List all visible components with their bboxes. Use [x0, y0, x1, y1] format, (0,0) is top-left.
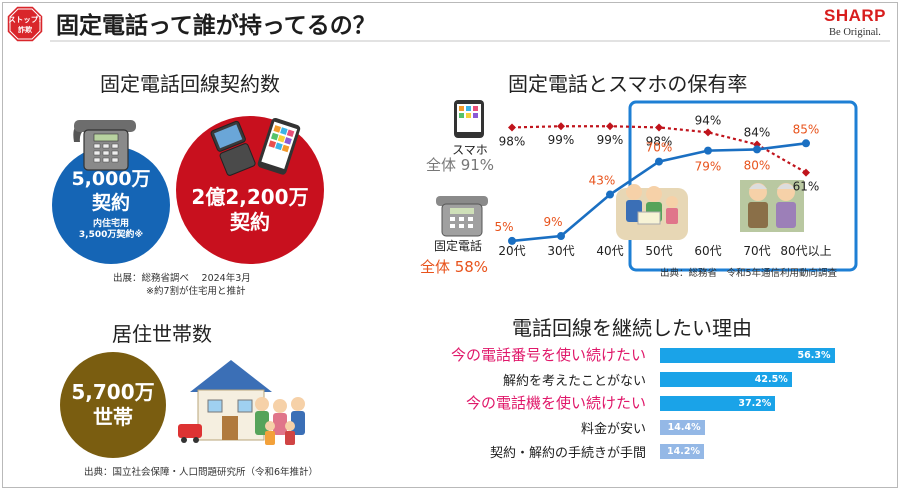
landline-label: 固定電話	[434, 238, 482, 253]
landline-data-label: 5%	[494, 220, 513, 234]
brand-tagline: Be Original.	[829, 27, 881, 38]
home-contracts-sub2: 3,500万契約※	[78, 230, 144, 241]
x-tick-label: 60代	[694, 244, 721, 258]
reason-label: 料金が安い	[580, 422, 646, 437]
smartphone-data-label: 98%	[499, 134, 526, 148]
ownership-source: 出典：総務省 令和5年通信利用動向調査	[660, 268, 838, 279]
reason-value-label: 37.2%	[738, 398, 772, 409]
mobile-contracts-unit: 契約	[230, 210, 270, 234]
reason-bar: 14.2%	[660, 444, 705, 459]
title-underline	[50, 40, 890, 42]
family-on-sofa-icon	[616, 184, 688, 240]
x-tick-label: 20代	[498, 244, 525, 258]
reason-bar: 14.4%	[660, 420, 705, 435]
landline-data-label: 85%	[793, 122, 820, 136]
landline-point	[606, 190, 614, 199]
ownership-line-chart: スマホ 全体 91% 固定電話 全体 58% 20代 30代 40代 50代 60代 70…	[420, 100, 858, 276]
smartphone-data-label: 98%	[646, 134, 673, 148]
smartphone-data-label: 84%	[744, 126, 771, 140]
landline-data-label: 80%	[744, 158, 771, 172]
reason-label: 今の電話機を使い続けたい	[465, 394, 646, 412]
smartphone-point	[753, 140, 761, 149]
x-tick-label: 40代	[596, 244, 623, 258]
reason-value-label: 14.2%	[667, 446, 701, 457]
smartphone-data-label: 99%	[548, 133, 575, 147]
smartphone-data-label: 99%	[597, 133, 624, 147]
landline-data-label: 43%	[589, 174, 616, 188]
brand-name: SHARP	[823, 6, 886, 25]
home-contracts-sub1: 内住宅用	[92, 218, 129, 229]
landline-point	[655, 157, 663, 166]
landline-total: 全体 58%	[420, 258, 488, 276]
smartphone-point	[704, 128, 712, 137]
ownership-title: 固定電話とスマホの保有率	[508, 72, 748, 96]
smartphone-icon	[454, 100, 484, 138]
landline-point	[704, 146, 712, 155]
smartphone-point	[606, 122, 614, 131]
reason-value-label: 14.4%	[667, 422, 701, 433]
reason-label: 解約を考えたことがない	[502, 374, 646, 389]
x-tick-label: 80代以上	[780, 244, 831, 258]
badge-line2: 詐欺	[18, 25, 32, 34]
reason-value-label: 42.5%	[754, 374, 788, 385]
x-tick-label: 70代	[743, 244, 770, 258]
contracts-footnote: ※約7割が住宅用と推計	[146, 286, 246, 297]
mobile-phones-icon	[210, 117, 301, 176]
landline-data-label: 70%	[646, 141, 673, 155]
smartphone-point	[655, 123, 663, 132]
smartphone-point	[802, 168, 810, 177]
landline-point	[802, 139, 810, 148]
family-house-illustration-icon	[178, 360, 305, 445]
households-title: 居住世帯数	[112, 322, 212, 346]
reasons-title: 電話回線を継続したい理由	[512, 316, 752, 340]
landline-phone-icon	[436, 196, 488, 237]
reason-label: 契約・解約の手続きが手間	[489, 446, 646, 461]
landline-point	[753, 145, 761, 154]
smartphone-data-label: 61%	[793, 180, 820, 194]
x-tick-label: 30代	[547, 244, 574, 258]
households-circle: 5,700万 世帯	[60, 352, 166, 458]
reason-bar: 37.2%	[660, 396, 776, 411]
x-tick-label: 50代	[645, 244, 672, 258]
landline-data-label: 79%	[695, 160, 722, 174]
reason-label: 今の電話番号を使い続けたい	[450, 346, 646, 364]
smartphone-point	[557, 122, 565, 131]
households-source: 出典：国立社会保障・人口問題研究所（令和6年推計）	[84, 467, 319, 478]
page-title: 固定電話って誰が持ってるの？	[56, 13, 376, 39]
header: ストップ! 詐欺 固定電話って誰が持ってるの？ SHARP Be Origina…	[0, 0, 900, 48]
landline-point	[508, 236, 516, 245]
reason-bar: 42.5%	[660, 372, 792, 387]
households-unit: 世帯	[93, 405, 133, 429]
reason-bar: 56.3%	[660, 348, 835, 363]
contracts-source: 出展：総務省調べ 2024年3月	[113, 273, 251, 284]
smartphone-point	[508, 123, 516, 132]
smartphone-label: スマホ	[452, 143, 488, 157]
reason-value-label: 56.3%	[797, 350, 831, 361]
landline-point	[557, 232, 565, 241]
smartphone-total: 全体 91%	[426, 156, 494, 174]
desk-phone-icon	[73, 120, 136, 171]
home-contracts-value: 5,000万	[71, 168, 151, 191]
stop-fraud-badge-icon: ストップ! 詐欺	[6, 5, 44, 43]
households-value: 5,700万	[71, 380, 155, 404]
landline-data-label: 9%	[543, 215, 562, 229]
mobile-contracts-circle: 2億2,200万 契約	[176, 116, 324, 264]
badge-line1: ストップ!	[8, 14, 41, 24]
smartphone-data-label: 94%	[695, 113, 722, 127]
elderly-couple-icon	[740, 180, 804, 232]
home-contracts-unit: 契約	[91, 191, 130, 214]
brand-logo: SHARP Be Original.	[824, 6, 886, 38]
mobile-contracts-value: 2億2,200万	[191, 185, 309, 209]
landline-contracts-title: 固定電話回線契約数	[100, 72, 280, 96]
